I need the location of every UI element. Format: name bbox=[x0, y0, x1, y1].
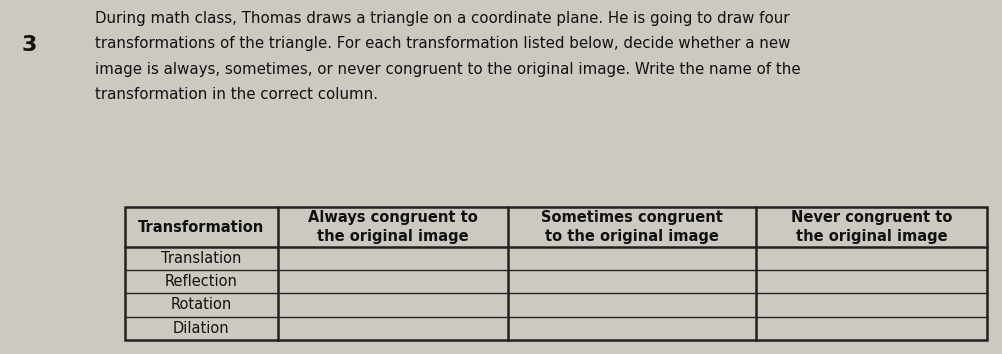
Text: Rotation: Rotation bbox=[170, 297, 232, 313]
Text: During math class, Thomas draws a triangle on a coordinate plane. He is going to: During math class, Thomas draws a triang… bbox=[95, 11, 790, 25]
Bar bbox=[125, 207, 987, 340]
Text: Transformation: Transformation bbox=[138, 219, 265, 234]
Text: Never congruent to
the original image: Never congruent to the original image bbox=[791, 210, 952, 244]
Text: 3: 3 bbox=[22, 35, 37, 55]
Text: Dilation: Dilation bbox=[173, 321, 229, 336]
Bar bbox=[125, 207, 987, 340]
Text: Always congruent to
the original image: Always congruent to the original image bbox=[308, 210, 478, 244]
Text: Translation: Translation bbox=[161, 251, 241, 266]
Text: Sometimes congruent
to the original image: Sometimes congruent to the original imag… bbox=[541, 210, 723, 244]
Text: transformation in the correct column.: transformation in the correct column. bbox=[95, 87, 378, 102]
Text: transformations of the triangle. For each transformation listed below, decide wh: transformations of the triangle. For eac… bbox=[95, 36, 791, 51]
Text: Reflection: Reflection bbox=[165, 274, 237, 289]
Text: image is always, sometimes, or never congruent to the original image. Write the : image is always, sometimes, or never con… bbox=[95, 62, 801, 76]
